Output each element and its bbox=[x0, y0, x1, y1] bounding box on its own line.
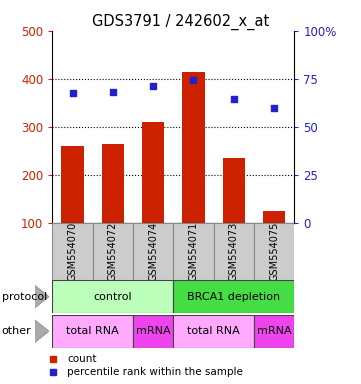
Bar bbox=[102, 144, 124, 223]
Text: GSM554072: GSM554072 bbox=[108, 222, 118, 281]
Text: mRNA: mRNA bbox=[136, 326, 170, 336]
Point bbox=[191, 77, 196, 83]
Text: total RNA: total RNA bbox=[66, 326, 119, 336]
Bar bbox=[133, 315, 173, 348]
Bar bbox=[142, 122, 164, 223]
Text: other: other bbox=[2, 326, 31, 336]
Text: percentile rank within the sample: percentile rank within the sample bbox=[67, 367, 243, 377]
Text: GSM554070: GSM554070 bbox=[68, 222, 78, 281]
Text: GSM554073: GSM554073 bbox=[229, 222, 239, 281]
Text: GSM554071: GSM554071 bbox=[188, 222, 199, 281]
Text: total RNA: total RNA bbox=[187, 326, 240, 336]
Bar bbox=[93, 223, 133, 280]
Bar bbox=[173, 223, 214, 280]
Point bbox=[110, 89, 116, 95]
Bar bbox=[254, 223, 294, 280]
Bar bbox=[52, 280, 173, 313]
Bar bbox=[52, 223, 93, 280]
Text: GDS3791 / 242602_x_at: GDS3791 / 242602_x_at bbox=[92, 13, 269, 30]
Point bbox=[271, 104, 277, 111]
Polygon shape bbox=[35, 319, 49, 343]
Bar bbox=[173, 315, 254, 348]
Text: GSM554075: GSM554075 bbox=[269, 222, 279, 281]
Text: count: count bbox=[67, 354, 97, 364]
Point bbox=[70, 90, 75, 96]
Polygon shape bbox=[35, 285, 49, 308]
Bar bbox=[214, 223, 254, 280]
Text: mRNA: mRNA bbox=[257, 326, 291, 336]
Text: control: control bbox=[93, 291, 132, 302]
Bar bbox=[173, 280, 294, 313]
Point bbox=[231, 96, 237, 102]
Bar bbox=[52, 315, 133, 348]
Text: protocol: protocol bbox=[2, 291, 47, 302]
Point bbox=[150, 83, 156, 89]
Bar bbox=[133, 223, 173, 280]
Text: BRCA1 depletion: BRCA1 depletion bbox=[187, 291, 280, 302]
Bar bbox=[254, 315, 294, 348]
Bar bbox=[263, 211, 285, 223]
Bar bbox=[61, 146, 84, 223]
Bar bbox=[182, 71, 205, 223]
Text: GSM554074: GSM554074 bbox=[148, 222, 158, 281]
Bar bbox=[223, 158, 245, 223]
